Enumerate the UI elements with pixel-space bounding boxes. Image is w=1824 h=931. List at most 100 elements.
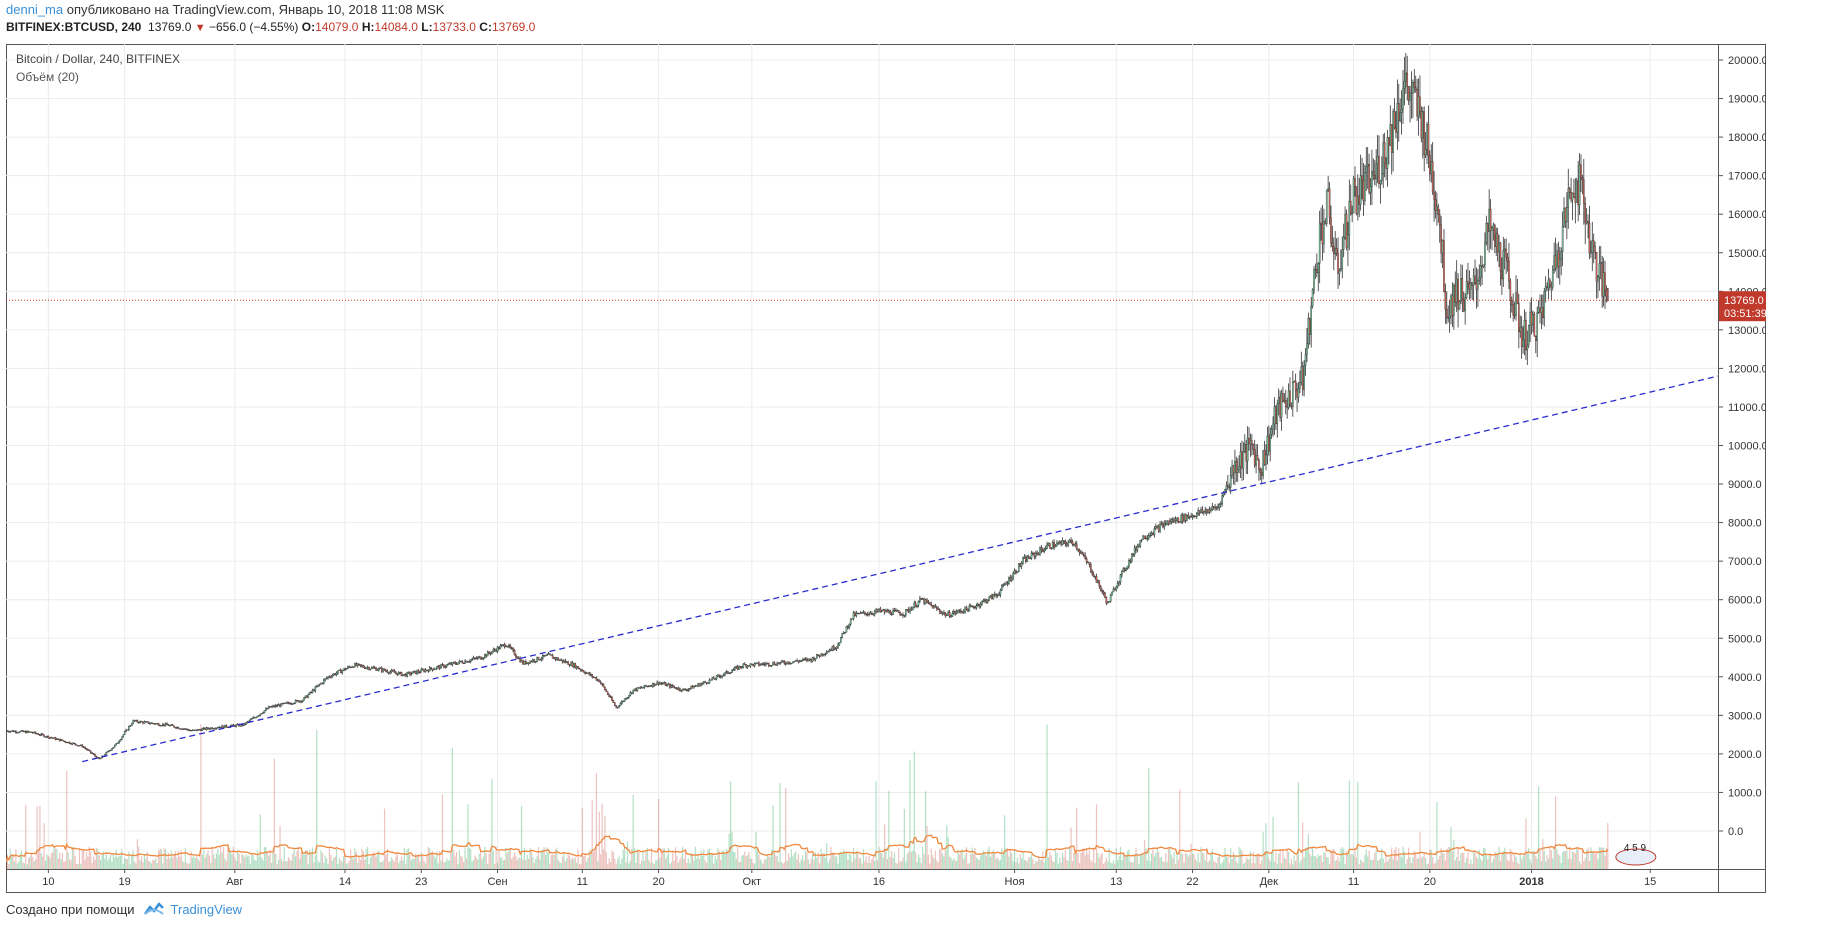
candle-body <box>320 682 322 685</box>
candle-body <box>1005 582 1007 585</box>
candle-body <box>1496 233 1499 253</box>
volume-bar <box>512 856 514 869</box>
volume-bar <box>680 856 682 869</box>
volume-bar <box>518 857 520 869</box>
volume-bar <box>1361 861 1363 869</box>
volume-bar <box>559 861 561 869</box>
tradingview-link[interactable]: TradingView <box>170 902 243 917</box>
volume-bar <box>463 862 465 869</box>
volume-bar <box>1564 851 1567 869</box>
volume-bar <box>989 856 992 869</box>
candle-body <box>938 609 941 612</box>
volume-bar <box>607 864 609 869</box>
candle-body <box>919 598 921 602</box>
candle-body <box>515 654 517 658</box>
volume-bar <box>1350 854 1352 869</box>
candle-body <box>1099 585 1102 591</box>
volume-bar <box>1203 853 1205 869</box>
candle-body <box>128 726 130 731</box>
volume-bar <box>302 852 304 869</box>
volume-bar <box>778 861 780 869</box>
candle-body <box>742 663 745 668</box>
x-tick-label: 15 <box>1644 876 1656 888</box>
candle-body <box>299 700 301 703</box>
volume-bar <box>707 849 709 869</box>
candle-body <box>532 659 534 662</box>
author-link[interactable]: denni_ma <box>6 2 64 17</box>
volume-bar <box>1441 852 1444 869</box>
y-tick-label: 5000.0 <box>1728 633 1762 645</box>
volume-bar <box>1134 853 1136 869</box>
candle-body <box>1381 173 1383 181</box>
candle-body <box>1275 406 1277 424</box>
volume-bar <box>953 858 955 869</box>
candle-body <box>1006 582 1009 585</box>
volume-bar <box>1088 849 1091 869</box>
candle-body <box>1525 320 1527 351</box>
volume-bar <box>63 861 65 869</box>
candle-body <box>1420 110 1423 139</box>
volume-bar <box>872 855 874 869</box>
candle-body <box>1470 282 1472 290</box>
candle-body <box>214 728 216 730</box>
candle-body <box>944 612 947 616</box>
candle-body <box>245 722 247 725</box>
candle-body <box>1557 250 1560 267</box>
candle-body <box>1304 354 1307 366</box>
volume-bar <box>780 861 783 869</box>
price-chart[interactable]: 0.01000.02000.03000.04000.05000.06000.07… <box>6 44 1766 893</box>
volume-bar <box>896 863 898 869</box>
candle-body <box>491 651 493 654</box>
volume-bar <box>826 843 828 869</box>
volume-bar <box>22 862 24 869</box>
candle-body <box>70 743 72 745</box>
candle-body <box>718 675 721 677</box>
candle-body <box>1259 469 1262 473</box>
volume-bar <box>508 849 510 869</box>
candle-body <box>989 595 992 598</box>
candle-body <box>608 694 610 697</box>
volume-bar <box>263 847 266 869</box>
candle-body <box>612 700 615 704</box>
candle-body <box>903 614 906 616</box>
volume-bar <box>132 849 134 869</box>
candle-body <box>800 660 803 662</box>
trendline[interactable] <box>82 375 1719 763</box>
candle-body <box>1598 263 1601 278</box>
candle-body <box>575 666 578 669</box>
candle-body <box>895 609 897 612</box>
volume-bar <box>80 863 82 869</box>
candle-body <box>1111 591 1113 596</box>
candle-body <box>702 681 705 684</box>
volume-bar <box>1477 858 1479 869</box>
candle-body <box>775 664 777 666</box>
volume-bar <box>885 848 887 869</box>
candle-body <box>46 735 48 738</box>
chart-area[interactable]: 0.0 1000.0 2000.0 3000.0 4000.0 5000.0 6000.0 7… <box>6 44 1766 893</box>
candle-body <box>1075 543 1078 549</box>
candle-body <box>36 733 38 735</box>
candle-body <box>1542 307 1544 318</box>
volume-bar <box>734 852 736 869</box>
candle-body <box>746 665 749 668</box>
volume-bar <box>824 857 826 869</box>
volume-bar <box>334 856 336 869</box>
candle-body <box>647 685 650 688</box>
volume-bar <box>1382 858 1384 869</box>
volume-bar <box>752 862 754 869</box>
volume-bar <box>304 850 307 869</box>
candle-body <box>602 683 605 688</box>
candle-body <box>739 665 742 668</box>
candle-body <box>948 612 951 617</box>
volume-bar <box>218 854 220 869</box>
volume-bar <box>399 860 401 869</box>
candle-body <box>601 682 603 685</box>
volume-bar <box>1091 861 1093 869</box>
volume-bar <box>1429 849 1431 869</box>
candle-body <box>311 689 314 693</box>
candle-body <box>290 703 293 705</box>
volume-bar <box>224 858 226 869</box>
candle-body <box>379 667 382 669</box>
volume-bar <box>1054 849 1057 869</box>
volume-bar <box>1499 861 1502 869</box>
